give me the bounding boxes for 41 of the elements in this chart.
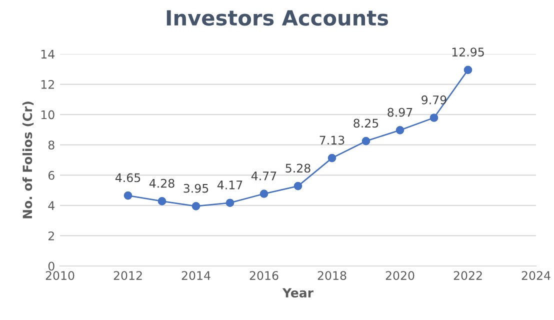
data-label: 9.79 [422,95,446,104]
x-tick-label: 2018 [318,271,346,280]
data-label: 4.77 [251,172,276,180]
data-label: 4.28 [149,178,174,188]
x-tick-label: 2016 [250,271,278,280]
data-label: 5.28 [286,164,310,173]
point [294,182,302,190]
point [464,66,472,74]
x-tick-label: 2012 [114,271,142,280]
y-tick-label: 4 [48,201,54,210]
y-tick-label: 8 [48,140,54,150]
point [192,202,200,210]
y-axis-title: No. of Folios (Cr) [22,102,34,218]
data-label: 8.97 [388,108,412,117]
y-tick-label: 2 [48,231,54,240]
point [124,191,132,200]
point [226,198,234,208]
point [260,190,268,198]
chart-title: Investors Accounts [166,10,388,26]
point [362,136,370,146]
data-label: 3.95 [184,184,208,193]
y-tick-label: 10 [41,110,54,120]
data-label: 4.17 [217,180,242,190]
point [430,114,438,122]
point [328,154,336,162]
data-label: 7.13 [320,136,344,145]
y-tick-label: 12 [41,80,54,89]
data-label: 8.25 [354,118,378,128]
point [396,126,404,134]
point [158,197,166,206]
x-tick-label: 2020 [386,271,414,280]
x-tick-label: 2022 [454,271,482,280]
data-label: 4.65 [115,173,140,182]
x-tick-label: 2010 [46,271,74,280]
x-axis-title: Year [282,288,314,298]
y-tick-label: 6 [48,170,54,180]
x-tick-label: 2024 [522,271,550,280]
data-label: 12.95 [452,48,484,56]
y-tick-label: 14 [41,50,54,58]
y-tick-label: 0 [48,262,54,271]
x-tick-label: 2014 [182,271,210,280]
